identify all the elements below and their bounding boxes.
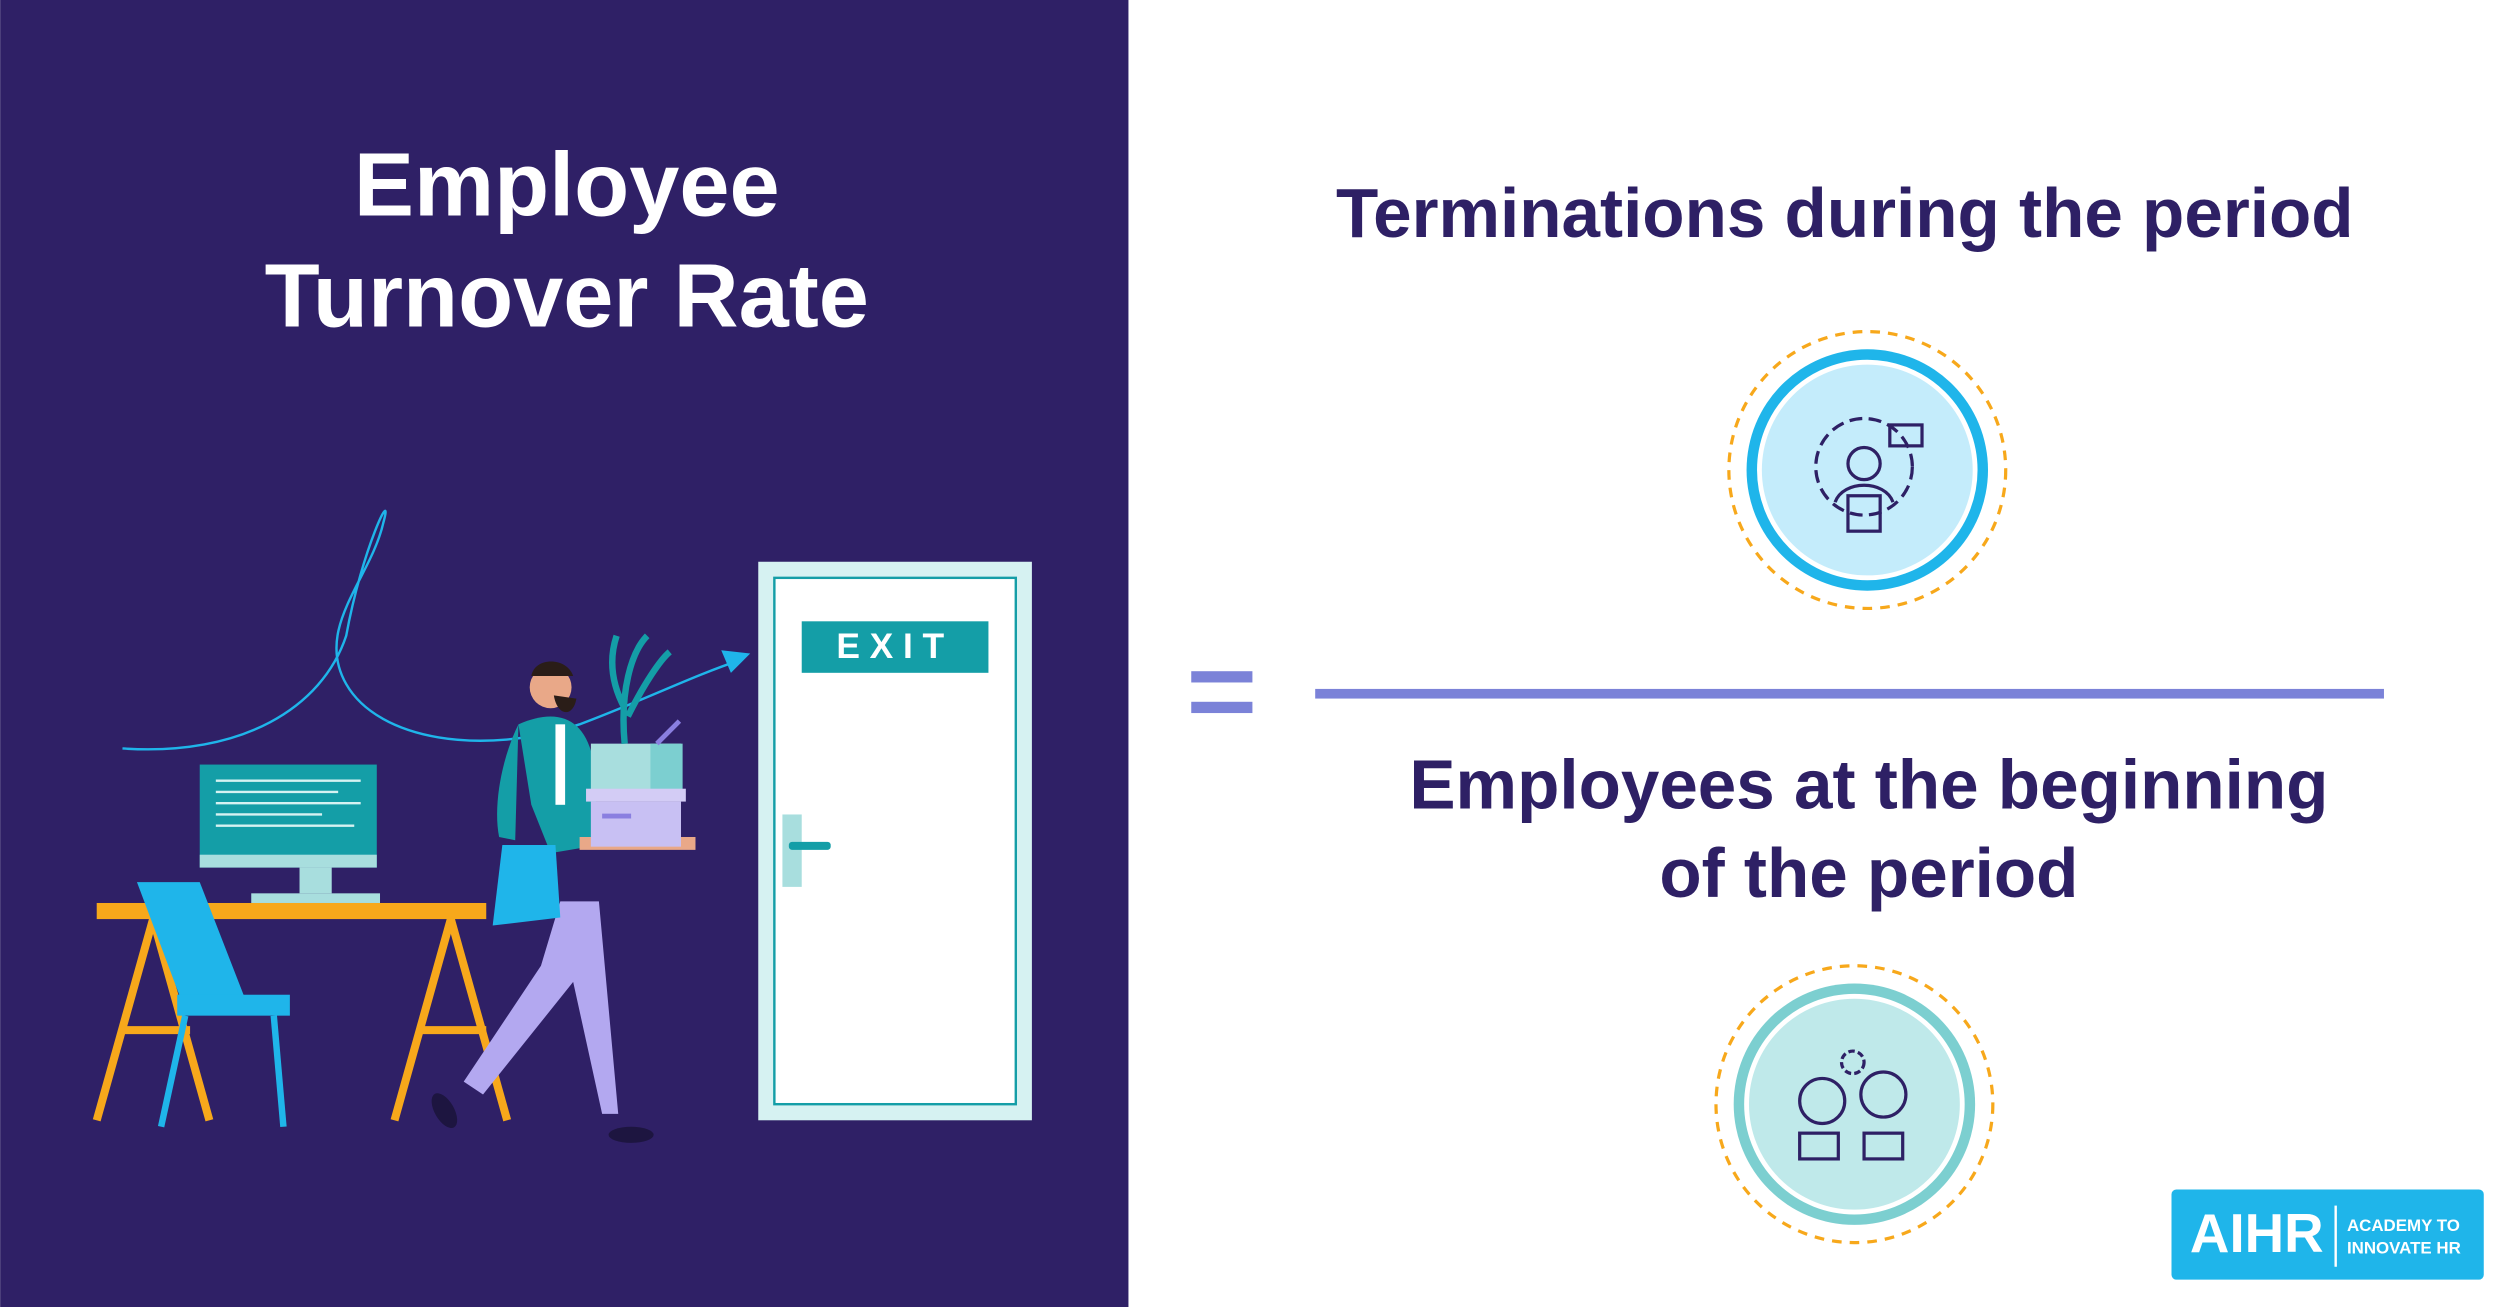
exit-sign [801, 621, 989, 673]
fraction-line [1315, 688, 2384, 699]
denominator-line: Employees at the beginning [1409, 746, 2328, 824]
arrow-head [721, 650, 751, 673]
logo-tagline: INNOVATE HR [2347, 1239, 2461, 1258]
monitor-stand [299, 867, 332, 894]
person [431, 633, 696, 1143]
monitor-bezel [199, 854, 377, 868]
chair-seat [177, 994, 290, 1016]
chair-legs [157, 1014, 287, 1128]
title-line: Turnover Rate [265, 245, 869, 346]
logo-tagline: ACADEMY TO [2347, 1216, 2460, 1235]
desk-legs [92, 917, 512, 1122]
motion-curve [122, 509, 741, 751]
title-line: Employee [354, 134, 780, 235]
logo: AIHR ACADEMY TO INNOVATE HR [2171, 1189, 2484, 1280]
monitor-lines [215, 779, 361, 827]
exit-text: EXIT [836, 626, 953, 666]
numerator-icon [1727, 329, 2008, 611]
chair-back [136, 882, 245, 998]
denominator-line: of the period [1659, 834, 2078, 912]
illustration: EXIT [92, 509, 1032, 1143]
door-plate [782, 814, 802, 887]
equals-bar [1191, 701, 1253, 714]
monitor-base [251, 893, 381, 903]
door-handle [788, 841, 831, 850]
numerator: Terminations during the period [1336, 174, 2354, 252]
denominator-icon [1714, 964, 1995, 1245]
logo-name: AIHR [2190, 1202, 2324, 1264]
equals-bar [1191, 671, 1253, 683]
